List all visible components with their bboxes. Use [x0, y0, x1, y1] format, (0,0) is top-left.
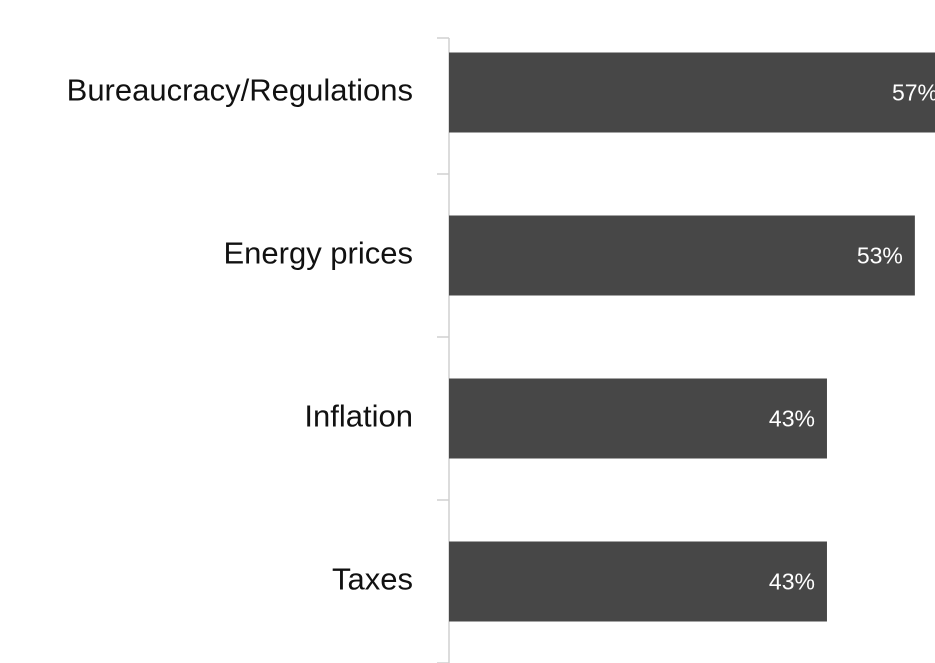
bar — [449, 378, 827, 459]
value-label: 57% — [892, 80, 935, 106]
bar — [449, 52, 935, 133]
value-label: 43% — [769, 406, 815, 432]
category-label: Taxes — [332, 562, 413, 597]
bar — [449, 215, 915, 296]
category-label: Bureaucracy/Regulations — [67, 73, 413, 108]
value-label: 43% — [769, 569, 815, 595]
value-label: 53% — [857, 243, 903, 269]
category-label: Energy prices — [223, 236, 413, 271]
bar — [449, 541, 827, 622]
category-label: Inflation — [304, 399, 413, 434]
